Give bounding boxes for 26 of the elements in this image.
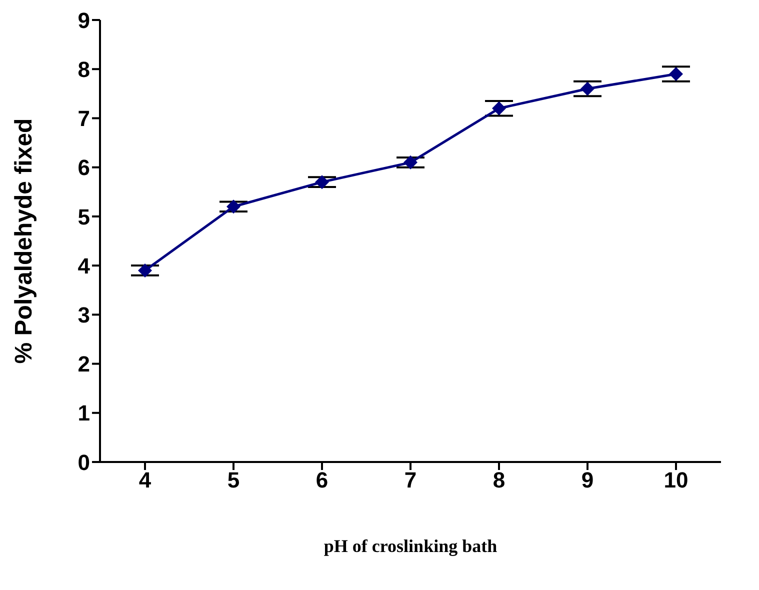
y-tick-label: 8	[78, 56, 90, 82]
point	[138, 263, 152, 278]
y-tick-label: 3	[78, 302, 90, 328]
x-axis-title: pH of croslinking bath	[324, 536, 498, 556]
y-tick-label: 4	[78, 253, 91, 278]
point	[669, 67, 683, 82]
y-tick-label: 0	[78, 450, 90, 475]
x-tick-label: 9	[581, 468, 594, 493]
x-tick-label: 10	[664, 468, 688, 493]
y-tick-label: 9	[78, 8, 90, 33]
y-axis-title: % Polyaldehyde fixed	[10, 118, 38, 364]
x-tick-label: 5	[227, 468, 240, 493]
point	[492, 101, 506, 116]
x-tick-label: 6	[316, 468, 328, 493]
x-tick-label: 7	[404, 468, 417, 493]
point	[315, 175, 329, 190]
y-tick-label: 1	[78, 400, 90, 426]
y-tick-label: 5	[78, 204, 90, 230]
x-tick-label: 8	[492, 468, 506, 493]
x-tick-label: 4	[138, 468, 152, 493]
y-tick-label: 2	[78, 352, 90, 377]
point	[404, 155, 418, 170]
y-tick-label: 6	[78, 155, 90, 180]
point	[580, 82, 594, 96]
y-tick-label: 7	[78, 106, 90, 132]
point	[226, 200, 240, 214]
